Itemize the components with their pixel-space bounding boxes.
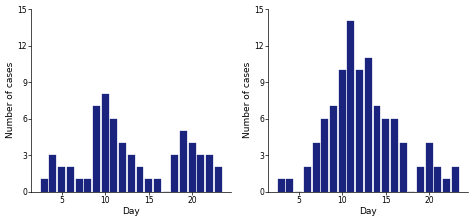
Bar	[400, 143, 407, 192]
Bar	[198, 155, 204, 192]
Bar	[58, 167, 65, 192]
Bar	[67, 167, 74, 192]
Bar	[312, 143, 319, 192]
Bar	[338, 70, 346, 192]
Bar	[374, 106, 381, 192]
Bar	[286, 179, 293, 192]
Bar	[84, 179, 91, 192]
Bar	[189, 143, 196, 192]
Bar	[41, 179, 48, 192]
Bar	[206, 155, 213, 192]
Bar	[137, 167, 144, 192]
Bar	[145, 179, 152, 192]
Bar	[321, 119, 328, 192]
Bar	[278, 179, 285, 192]
Bar	[347, 21, 355, 192]
Bar	[304, 167, 311, 192]
Bar	[154, 179, 161, 192]
Bar	[435, 167, 441, 192]
Bar	[128, 155, 135, 192]
Bar	[119, 143, 126, 192]
Y-axis label: Number of cases: Number of cases	[6, 62, 15, 138]
Bar	[93, 106, 100, 192]
Y-axis label: Number of cases: Number of cases	[243, 62, 252, 138]
Bar	[391, 119, 398, 192]
Bar	[452, 167, 459, 192]
Bar	[215, 167, 222, 192]
Bar	[365, 58, 372, 192]
Bar	[417, 167, 424, 192]
X-axis label: Day: Day	[122, 207, 140, 216]
Bar	[171, 155, 178, 192]
X-axis label: Day: Day	[359, 207, 377, 216]
Bar	[330, 106, 337, 192]
Bar	[443, 179, 450, 192]
Bar	[356, 70, 363, 192]
Bar	[110, 119, 118, 192]
Bar	[426, 143, 433, 192]
Bar	[49, 155, 56, 192]
Bar	[180, 131, 187, 192]
Bar	[382, 119, 389, 192]
Bar	[75, 179, 82, 192]
Bar	[101, 94, 109, 192]
